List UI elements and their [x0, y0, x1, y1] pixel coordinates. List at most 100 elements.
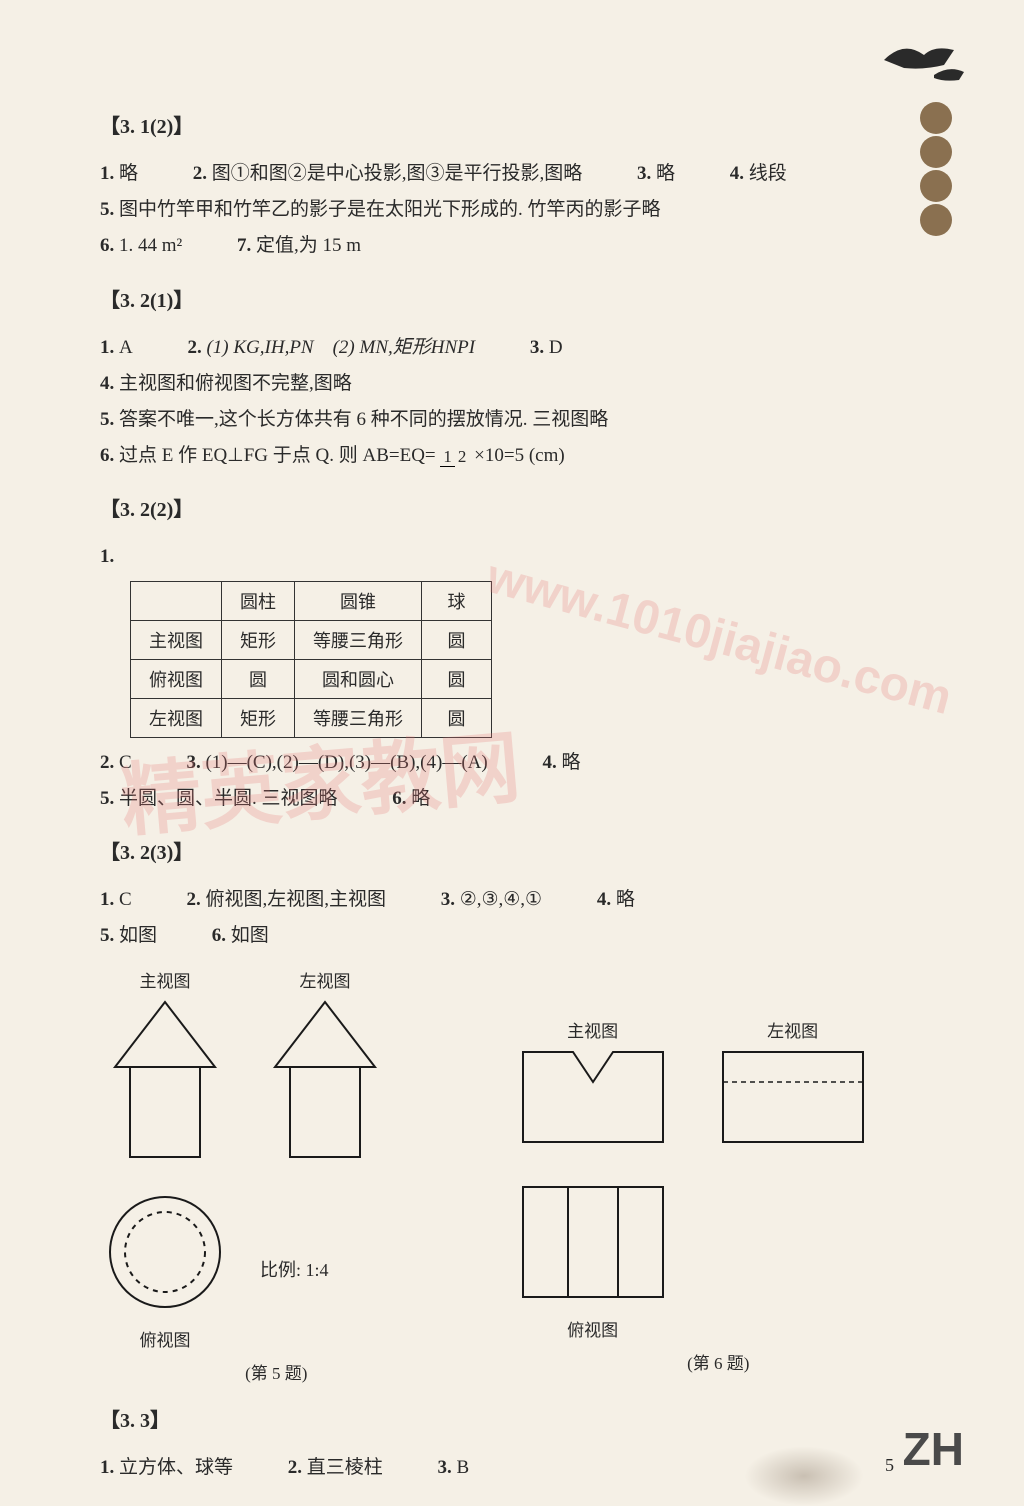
table-cell: 俯视图 — [131, 659, 222, 698]
section-header: 【3. 1(2)】 — [100, 110, 924, 139]
section-header: 【3. 2(2)】 — [100, 493, 924, 522]
table-cell: 等腰三角形 — [295, 698, 422, 737]
watermark-url: www.1010jiajiao.com — [481, 549, 957, 726]
answer-line: 1. — [100, 540, 924, 574]
answer: B — [457, 1457, 470, 1478]
answer: (1) KG,IH,PN (2) MN,矩形HNPI — [206, 337, 475, 358]
q-num: 2. — [100, 752, 119, 773]
figure-6: 主视图 左视图 俯视图 (第 6 题) — [513, 963, 924, 1384]
answer: (1)—(C),(2)—(D),(3)—(B),(4)—(A) — [205, 752, 487, 773]
table-cell: 圆和圆心 — [295, 659, 422, 698]
answer: 如图 — [119, 925, 157, 946]
view-label: 主视图 — [100, 967, 230, 992]
answer: 1. 44 m² — [119, 235, 182, 256]
q-num: 4. — [597, 889, 616, 910]
q-num: 3. — [441, 889, 460, 910]
q-num: 6. — [392, 788, 411, 809]
answer: 直三棱柱 — [307, 1457, 383, 1478]
answer: ×10=5 (cm) — [474, 445, 565, 466]
q-num: 5. — [100, 409, 119, 430]
q-num: 6. — [100, 235, 119, 256]
view-label: 左视图 — [713, 1017, 873, 1042]
answer: 定值,为 15 m — [256, 235, 361, 256]
answer-line: 5. 半圆、圆、半圆. 三视图略 6. 略 — [100, 782, 924, 816]
q-num: 6. — [100, 445, 119, 466]
section-header: 【3. 2(1)】 — [100, 284, 924, 313]
table-cell: 球 — [422, 581, 492, 620]
q-num: 7. — [237, 235, 256, 256]
table-row: 俯视图 圆 圆和圆心 圆 — [131, 659, 492, 698]
answer-line: 1. A 2. (1) KG,IH,PN (2) MN,矩形HNPI 3. D — [100, 331, 924, 365]
view-label: 俯视图 — [513, 1316, 673, 1341]
notch-rect-icon — [513, 1042, 673, 1152]
answer-line: 5. 如图 6. 如图 — [100, 919, 924, 953]
answer: 立方体、球等 — [119, 1457, 233, 1478]
q-num: 5. — [100, 788, 119, 809]
table-row: 主视图 矩形 等腰三角形 圆 — [131, 620, 492, 659]
q-num: 5. — [100, 925, 119, 946]
q-num: 4. — [542, 752, 561, 773]
answer: 略 — [656, 163, 675, 184]
house-shape-icon — [100, 992, 230, 1172]
q-num: 2. — [187, 337, 206, 358]
answer: 如图 — [231, 925, 269, 946]
circle-view-icon — [100, 1187, 230, 1317]
answer: 过点 E 作 EQ⊥FG 于点 Q. 则 AB=EQ= — [119, 445, 436, 466]
split-rect-icon — [513, 1177, 673, 1307]
answer: A — [119, 337, 133, 358]
answer: D — [549, 337, 563, 358]
section-header: 【3. 2(3)】 — [100, 836, 924, 865]
answer-line: 5. 图中竹竿甲和竹竿乙的影子是在太阳光下形成的. 竹竿丙的影子略 — [100, 193, 924, 227]
answer: 俯视图,左视图,主视图 — [205, 889, 386, 910]
q-num: 3. — [637, 163, 656, 184]
bird-decoration — [874, 30, 984, 95]
table-cell: 圆 — [422, 698, 492, 737]
figures-row: 主视图 左视图 俯视图 比 — [100, 963, 924, 1384]
answer-line: 6. 1. 44 m² 7. 定值,为 15 m — [100, 229, 924, 263]
answer: 图①和图②是中心投影,图③是平行投影,图略 — [212, 163, 583, 184]
q-num: 4. — [730, 163, 749, 184]
view-label: 左视图 — [260, 967, 390, 992]
page-number: 5 — [885, 1455, 894, 1476]
table-cell: 左视图 — [131, 698, 222, 737]
views-table: 圆柱 圆锥 球 主视图 矩形 等腰三角形 圆 俯视图 圆 圆和圆心 圆 左视图 … — [130, 581, 492, 738]
answer-line: 4. 主视图和俯视图不完整,图略 — [100, 367, 924, 401]
q-num: 2. — [288, 1457, 307, 1478]
q-num: 3. — [438, 1457, 457, 1478]
table-cell: 矩形 — [222, 620, 295, 659]
table-cell — [131, 581, 222, 620]
answer-line: 1. C 2. 俯视图,左视图,主视图 3. ②,③,④,① 4. 略 — [100, 883, 924, 917]
table-row: 圆柱 圆锥 球 — [131, 581, 492, 620]
answer-line: 1. 略 2. 图①和图②是中心投影,图③是平行投影,图略 3. 略 4. 线段 — [100, 157, 924, 191]
figure-caption: (第 6 题) — [513, 1349, 924, 1374]
q-num: 2. — [193, 163, 212, 184]
q-num: 5. — [100, 199, 119, 220]
fraction: 12 — [440, 448, 469, 466]
figure-5: 主视图 左视图 俯视图 比 — [100, 963, 453, 1384]
table-cell: 圆 — [422, 659, 492, 698]
answer: 略 — [411, 788, 430, 809]
q-num: 4. — [100, 373, 119, 394]
answer: 主视图和俯视图不完整,图略 — [119, 373, 352, 394]
answer: 半圆、圆、半圆. 三视图略 — [119, 788, 338, 809]
table-cell: 矩形 — [222, 698, 295, 737]
answer: 答案不唯一,这个长方体共有 6 种不同的摆放情况. 三视图略 — [119, 409, 608, 430]
answer-line: 2. C 3. (1)—(C),(2)—(D),(3)—(B),(4)—(A) … — [100, 746, 924, 780]
dashed-rect-icon — [713, 1042, 873, 1152]
q-num: 2. — [186, 889, 205, 910]
table-cell: 主视图 — [131, 620, 222, 659]
table-cell: 圆 — [422, 620, 492, 659]
q-num: 3. — [530, 337, 549, 358]
q-num: 1. — [100, 889, 119, 910]
answer: ②,③,④,① — [460, 889, 542, 910]
answer: C — [119, 889, 132, 910]
q-num: 3. — [186, 752, 205, 773]
side-tab — [918, 100, 954, 245]
answer: 略 — [616, 889, 635, 910]
q-num: 1. — [100, 1457, 119, 1478]
answer: 略 — [119, 163, 138, 184]
q-num: 1. — [100, 546, 114, 567]
answer: 线段 — [749, 163, 787, 184]
q-num: 1. — [100, 337, 119, 358]
table-cell: 等腰三角形 — [295, 620, 422, 659]
